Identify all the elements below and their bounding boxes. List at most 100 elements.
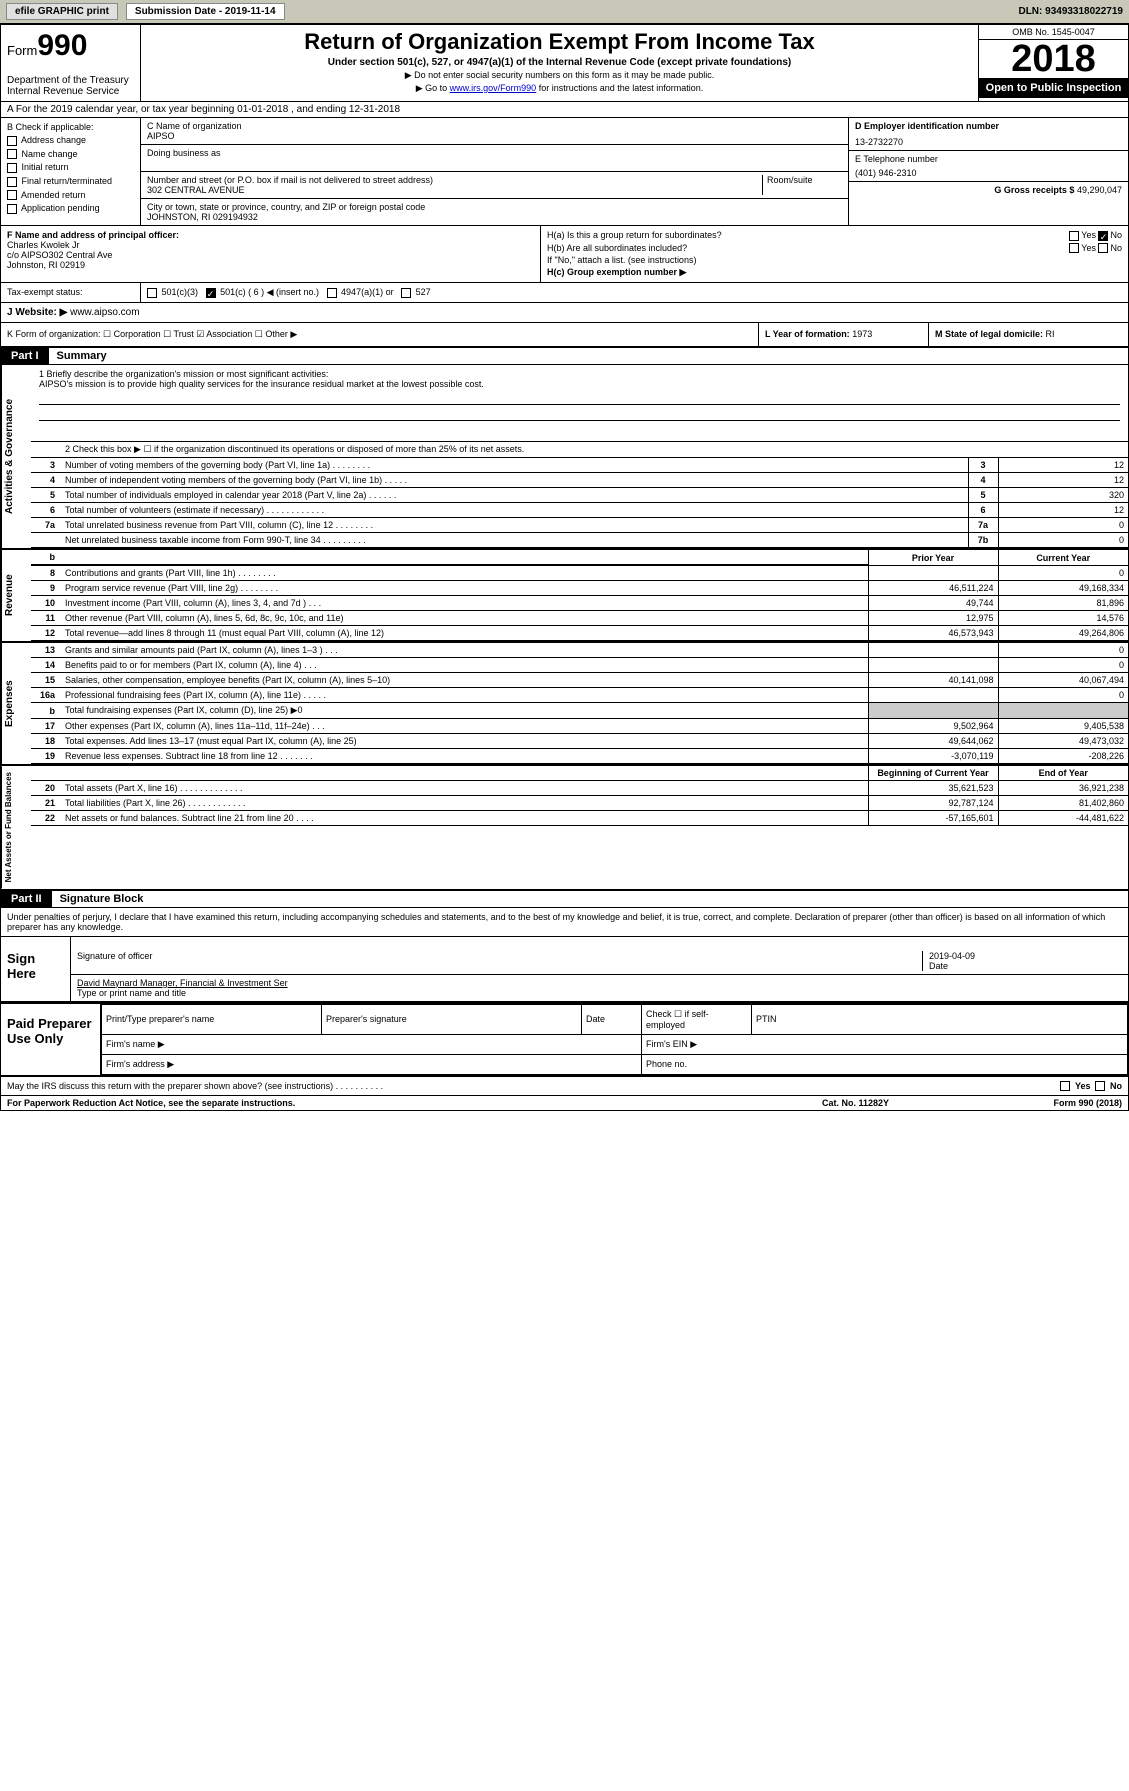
sig-type-label: Type or print name and title	[77, 988, 1122, 998]
hdr-current-year: Current Year	[998, 550, 1128, 565]
firm-name: Firm's name ▶	[102, 1034, 642, 1054]
chk-application-pending[interactable]	[7, 204, 17, 214]
vtab-revenue: Revenue	[1, 550, 31, 641]
chk-address-change[interactable]	[7, 136, 17, 146]
sig-date-value: 2019-04-09	[929, 951, 1122, 961]
table-row: 19Revenue less expenses. Subtract line 1…	[31, 749, 1128, 764]
irs-link[interactable]: www.irs.gov/Form990	[450, 83, 537, 93]
bottom-row: For Paperwork Reduction Act Notice, see …	[1, 1096, 1128, 1110]
line-2: 2 Check this box ▶ ☐ if the organization…	[61, 442, 1128, 458]
chk-501c3[interactable]	[147, 288, 157, 298]
chk-527[interactable]	[401, 288, 411, 298]
chk-ha-no[interactable]	[1098, 231, 1108, 241]
addr-label: Number and street (or P.O. box if mail i…	[147, 175, 762, 185]
chk-hb-yes[interactable]	[1069, 243, 1079, 253]
year-formation-value: 1973	[852, 329, 872, 339]
officer-label: F Name and address of principal officer:	[7, 230, 534, 240]
efile-button[interactable]: efile GRAPHIC print	[6, 3, 118, 20]
expenses-table: 13Grants and similar amounts paid (Part …	[31, 643, 1128, 764]
paid-h2: Preparer's signature	[322, 1004, 582, 1034]
section-fh: F Name and address of principal officer:…	[1, 226, 1128, 283]
table-row: 8Contributions and grants (Part VIII, li…	[31, 565, 1128, 581]
chk-ha-yes[interactable]	[1069, 231, 1079, 241]
cat-no: Cat. No. 11282Y	[822, 1098, 982, 1108]
ein-label: D Employer identification number	[855, 121, 1122, 131]
table-row: 10Investment income (Part VIII, column (…	[31, 596, 1128, 611]
part1-badge: Part I	[1, 348, 49, 364]
table-row: 14Benefits paid to or for members (Part …	[31, 658, 1128, 673]
form-title: Return of Organization Exempt From Incom…	[147, 29, 972, 55]
mission-block: 1 Briefly describe the organization's mi…	[31, 365, 1128, 442]
table-row: bTotal fundraising expenses (Part IX, co…	[31, 703, 1128, 719]
table-row: 18Total expenses. Add lines 13–17 (must …	[31, 734, 1128, 749]
form-id-box: Form990 Department of the Treasury Inter…	[1, 25, 141, 101]
website-value: www.aipso.com	[70, 307, 139, 318]
dln-label: DLN: 93493318022719	[1018, 6, 1123, 17]
submission-date-button[interactable]: Submission Date - 2019-11-14	[126, 3, 285, 20]
row-a-tax-year: A For the 2019 calendar year, or tax yea…	[1, 102, 1128, 118]
sig-officer-label: Signature of officer	[77, 951, 922, 971]
year-formation-label: L Year of formation:	[765, 329, 850, 339]
mission-text: AIPSO's mission is to provide high quali…	[39, 379, 1120, 389]
section-revenue: Revenue bPrior YearCurrent Year 8Contrib…	[1, 550, 1128, 643]
form-number: 990	[37, 29, 87, 62]
form-note-link: ▶ Go to www.irs.gov/Form990 for instruct…	[147, 83, 972, 94]
discuss-text: May the IRS discuss this return with the…	[7, 1081, 1060, 1092]
paid-preparer-label: Paid Preparer Use Only	[1, 1004, 101, 1075]
chk-discuss-yes[interactable]	[1060, 1081, 1070, 1091]
col-b-label: B Check if applicable:	[7, 122, 134, 132]
part2-header-row: Part II Signature Block	[1, 891, 1128, 908]
part2-title: Signature Block	[52, 891, 152, 907]
gross-value: 49,290,047	[1077, 185, 1122, 195]
part1-title: Summary	[49, 348, 115, 364]
vtab-net-assets: Net Assets or Fund Balances	[1, 766, 31, 888]
chk-final-return[interactable]	[7, 177, 17, 187]
table-row: 11Other revenue (Part VIII, column (A), …	[31, 611, 1128, 626]
firm-phone: Phone no.	[642, 1054, 1128, 1074]
paid-h5: PTIN	[752, 1004, 1128, 1034]
table-row: 21Total liabilities (Part X, line 26) . …	[31, 796, 1128, 811]
addr-value: 302 CENTRAL AVENUE	[147, 185, 762, 195]
form-of-org: K Form of organization: ☐ Corporation ☐ …	[1, 323, 758, 346]
hdr-end-year: End of Year	[998, 766, 1128, 781]
row-klm: K Form of organization: ☐ Corporation ☐ …	[1, 323, 1128, 348]
sign-here-label: Sign Here	[1, 937, 71, 1001]
gross-label: G Gross receipts $	[994, 185, 1074, 195]
sig-name-title: David Maynard Manager, Financial & Inves…	[77, 978, 1122, 988]
revenue-table: bPrior YearCurrent Year 8Contributions a…	[31, 550, 1128, 641]
vtab-governance: Activities & Governance	[1, 365, 31, 548]
table-row: 9Program service revenue (Part VIII, lin…	[31, 581, 1128, 596]
form-label: Form	[7, 43, 37, 58]
year-box: OMB No. 1545-0047 2018 Open to Public In…	[978, 25, 1128, 101]
table-row: 15Salaries, other compensation, employee…	[31, 673, 1128, 688]
row-i-tax-status: Tax-exempt status: 501(c)(3) 501(c) ( 6 …	[1, 283, 1128, 303]
vtab-expenses: Expenses	[1, 643, 31, 764]
form-container: Form990 Department of the Treasury Inter…	[0, 24, 1129, 1111]
state-domicile-value: RI	[1046, 329, 1055, 339]
chk-hb-no[interactable]	[1098, 243, 1108, 253]
org-name: AIPSO	[147, 131, 842, 141]
chk-501c[interactable]	[206, 288, 216, 298]
section-net-assets: Net Assets or Fund Balances Beginning of…	[1, 766, 1128, 890]
table-row: 16aProfessional fundraising fees (Part I…	[31, 688, 1128, 703]
table-row: Net unrelated business taxable income fr…	[31, 533, 1128, 548]
chk-name-change[interactable]	[7, 149, 17, 159]
chk-initial-return[interactable]	[7, 163, 17, 173]
part1-header-row: Part I Summary	[1, 348, 1128, 365]
col-f-officer: F Name and address of principal officer:…	[1, 226, 541, 282]
form-subtitle: Under section 501(c), 527, or 4947(a)(1)…	[147, 57, 972, 68]
chk-discuss-no[interactable]	[1095, 1081, 1105, 1091]
chk-4947[interactable]	[327, 288, 337, 298]
top-toolbar: efile GRAPHIC print Submission Date - 20…	[0, 0, 1129, 24]
mission-label: 1 Briefly describe the organization's mi…	[39, 369, 1120, 379]
officer-addr: c/o AIPSO302 Central Ave Johnston, RI 02…	[7, 250, 534, 270]
net-assets-table: Beginning of Current YearEnd of Year 20T…	[31, 766, 1128, 826]
phone-label: E Telephone number	[855, 154, 1122, 164]
section-governance: Activities & Governance 1 Briefly descri…	[1, 365, 1128, 550]
col-h-group: H(a) Is this a group return for subordin…	[541, 226, 1128, 282]
hdr-prior-year: Prior Year	[868, 550, 998, 565]
table-row: 17Other expenses (Part IX, column (A), l…	[31, 719, 1128, 734]
governance-table: 2 Check this box ▶ ☐ if the organization…	[31, 442, 1128, 548]
chk-amended[interactable]	[7, 190, 17, 200]
paid-h3: Date	[582, 1004, 642, 1034]
